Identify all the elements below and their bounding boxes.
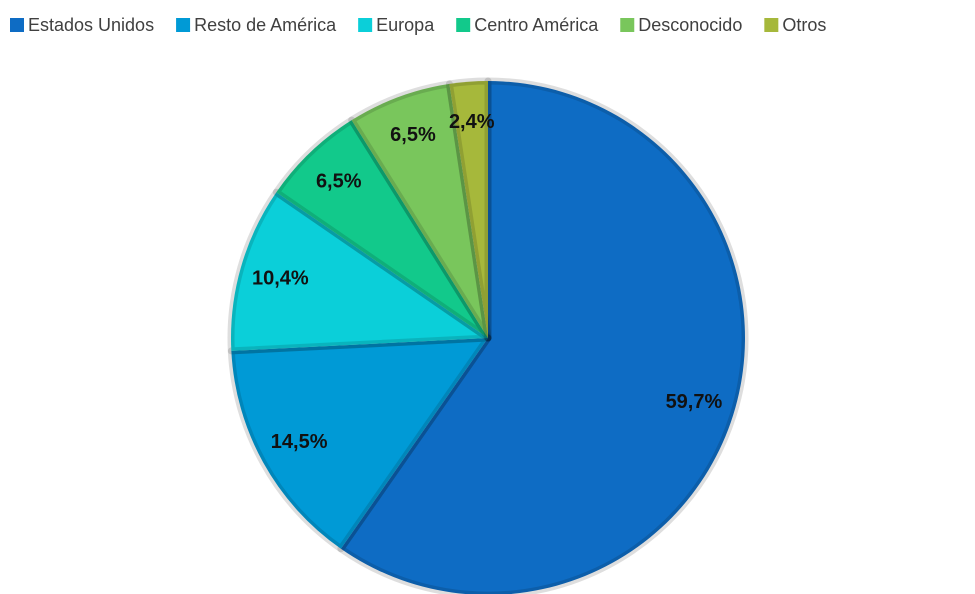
pie-slice [337,77,749,594]
legend-label: Otros [782,15,826,35]
pie-slice [272,116,492,342]
data-label: 6,5% [390,124,436,146]
legend-swatch [620,18,635,32]
legend-swatch [764,18,779,32]
pie-slice [227,188,492,355]
legend-label: Estados Unidos [28,15,154,35]
legend-swatch [10,18,24,32]
legend-swatch [358,18,373,32]
pie-slice [445,77,492,342]
legend-swatch [456,18,471,32]
legend-label: Desconocido [638,15,742,35]
legend-label: Centro América [474,15,599,35]
data-label: 2,4% [449,111,495,133]
data-label: 14,5% [271,431,328,453]
legend-swatch [176,18,191,32]
data-label: 10,4% [252,267,309,289]
pie-slice [348,80,492,342]
data-label: 59,7% [666,391,723,413]
data-label: 6,5% [316,170,362,192]
pie-slice [227,334,492,553]
legend-label: Europa [376,15,435,35]
legend-label: Resto de América [194,15,337,35]
